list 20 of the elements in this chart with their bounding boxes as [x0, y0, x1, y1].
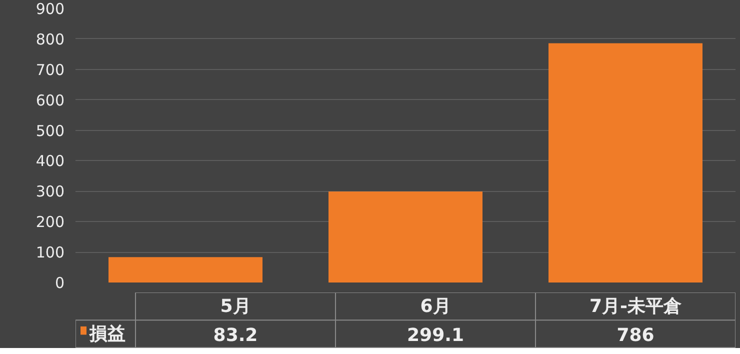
y-tick-label: 300: [36, 182, 65, 201]
x-tick-label: 6月: [420, 296, 451, 317]
legend-label: 損益: [88, 323, 126, 344]
bar: [548, 43, 702, 282]
y-tick-label: 0: [54, 274, 65, 292]
y-tick-label: 400: [36, 152, 65, 170]
y-tick-label: 500: [36, 122, 65, 140]
bar: [108, 257, 262, 282]
y-tick-label: 900: [36, 0, 65, 18]
y-tick-label: 800: [36, 30, 65, 48]
data-label: 299.1: [407, 324, 464, 346]
bar: [328, 191, 482, 282]
data-label: 83.2: [213, 324, 258, 346]
y-tick-label: 700: [36, 60, 65, 79]
x-tick-label: 5月: [220, 296, 251, 317]
data-label: 786: [616, 324, 654, 346]
x-tick-label: 7月-未平倉: [590, 296, 682, 317]
y-tick-label: 200: [36, 213, 65, 232]
y-tick-label: 100: [36, 244, 65, 262]
y-tick-label: 600: [36, 91, 65, 110]
